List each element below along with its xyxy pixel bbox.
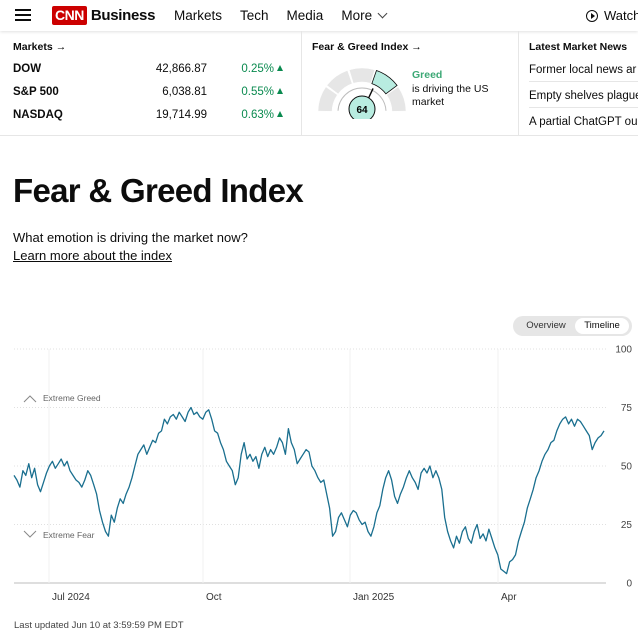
y-tick-label: 50 [621,462,633,473]
page-title: Fear & Greed Index [13,172,304,209]
x-tick-label: Oct [206,592,222,603]
gauge-score-badge [348,95,376,119]
arrow-right-icon: → [55,41,67,53]
watch-button[interactable]: Watch [586,0,638,31]
tab-overview[interactable]: Overview [526,320,566,331]
top-nav: CNN Business Markets Tech Media More Wat… [0,0,638,31]
nav-more-button[interactable]: More [341,8,404,23]
chevron-down-icon [377,8,388,19]
y-tick-label: 25 [621,520,633,531]
chevron-down-icon [23,530,37,538]
latest-news-title[interactable]: Latest Market News [529,41,628,53]
gauge-segment [386,86,407,112]
y-tick-label: 100 [615,345,632,356]
cnn-business-logo[interactable]: CNN Business [52,5,155,25]
nav-more-label: More [341,8,373,23]
market-rows: DOW 42,866.87 0.25% S&P 500 6,038.81 0.5… [13,63,283,132]
markets-title: Markets [13,41,53,53]
market-change-value: 0.25% [241,63,274,75]
arrow-up-icon [277,88,283,94]
arrow-up-icon [277,111,283,117]
news-item[interactable]: A partial ChatGPT ou [529,116,638,128]
market-row-nasdaq[interactable]: NASDAQ 19,714.99 0.63% [13,109,283,132]
gauge-segment [348,67,376,84]
news-list: Former local news ar Empty shelves plagu… [529,56,638,133]
chevron-up-icon [23,395,37,403]
gauge-mood-text: is driving the US market [412,82,489,109]
market-value: 42,866.87 [155,63,207,75]
fear-greed-widget[interactable]: Fear & Greed Index → 64 Greed is driving … [312,41,512,119]
last-updated: Last updated Jun 10 at 3:59:59 PM EDT [14,620,184,631]
tab-timeline[interactable]: Timeline [575,318,629,334]
gauge-segment [326,70,353,95]
menu-icon[interactable] [15,9,31,21]
market-change: 0.55% [241,86,283,98]
gauge-score: 64 [356,105,368,116]
divider [518,31,519,136]
nav-item-media[interactable]: Media [286,8,324,23]
market-change-value: 0.55% [241,86,274,98]
series-line [13,406,605,575]
watch-label: Watch [604,8,638,23]
nav-items: Markets Tech Media More [174,0,422,31]
gauge-inner-arc [337,87,387,111]
news-item[interactable]: Empty shelves plague [529,82,638,108]
x-tick-label: Apr [501,592,517,603]
fear-greed-title-link[interactable]: Fear & Greed Index → [312,41,512,53]
logo-section-name: Business [90,6,156,24]
zone-label-greed: Extreme Greed [43,393,101,403]
play-icon [586,9,598,22]
x-tick-label: Jul 2024 [52,592,90,603]
zone-label-fear: Extreme Fear [43,530,95,540]
gauge-segments [317,67,407,112]
page-subtitle: What emotion is driving the market now? [13,230,248,245]
latest-news-panel: Latest Market News Former local news ar … [529,41,638,133]
market-value: 19,714.99 [155,109,207,121]
learn-more-link[interactable]: Learn more about the index [13,248,172,263]
gauge-label: Greed is driving the US market [412,69,512,110]
nav-item-markets[interactable]: Markets [174,8,223,23]
nav-item-tech[interactable]: Tech [240,8,269,23]
market-change: 0.63% [241,109,283,121]
markets-title-link[interactable]: Markets → [13,41,283,53]
market-name: NASDAQ [13,109,63,121]
view-toggle: Overview Timeline [513,316,632,336]
fear-greed-title: Fear & Greed Index [312,41,409,53]
x-tick-label: Jan 2025 [353,592,395,603]
fear-greed-timeline-chart: 0 25 50 75 100 Jul 2024 Oct Jan 2025 Apr Extreme … [13,345,633,603]
market-row-sp500[interactable]: S&P 500 6,038.81 0.55% [13,86,283,109]
market-name: S&P 500 [13,86,59,98]
gauge-segment [371,69,398,95]
market-change: 0.25% [241,63,283,75]
market-change-value: 0.63% [241,109,274,121]
market-value: 6,038.81 [162,86,207,98]
market-strip: Markets → DOW 42,866.87 0.25% S&P 500 6,0… [0,31,638,136]
arrow-up-icon [277,65,283,71]
news-item[interactable]: Former local news ar [529,56,638,82]
markets-panel: Markets → DOW 42,866.87 0.25% S&P 500 6,0… [13,41,283,132]
y-tick-label: 0 [626,579,632,590]
market-row-dow[interactable]: DOW 42,866.87 0.25% [13,63,283,86]
gauge-mood: Greed [412,69,443,81]
y-tick-label: 75 [621,403,633,414]
cnn-logo-mark: CNN [52,5,87,25]
divider [301,31,302,136]
market-name: DOW [13,63,42,75]
fear-greed-gauge: 64 [317,67,407,119]
gauge-segment [317,86,338,112]
arrow-right-icon: → [411,41,422,53]
